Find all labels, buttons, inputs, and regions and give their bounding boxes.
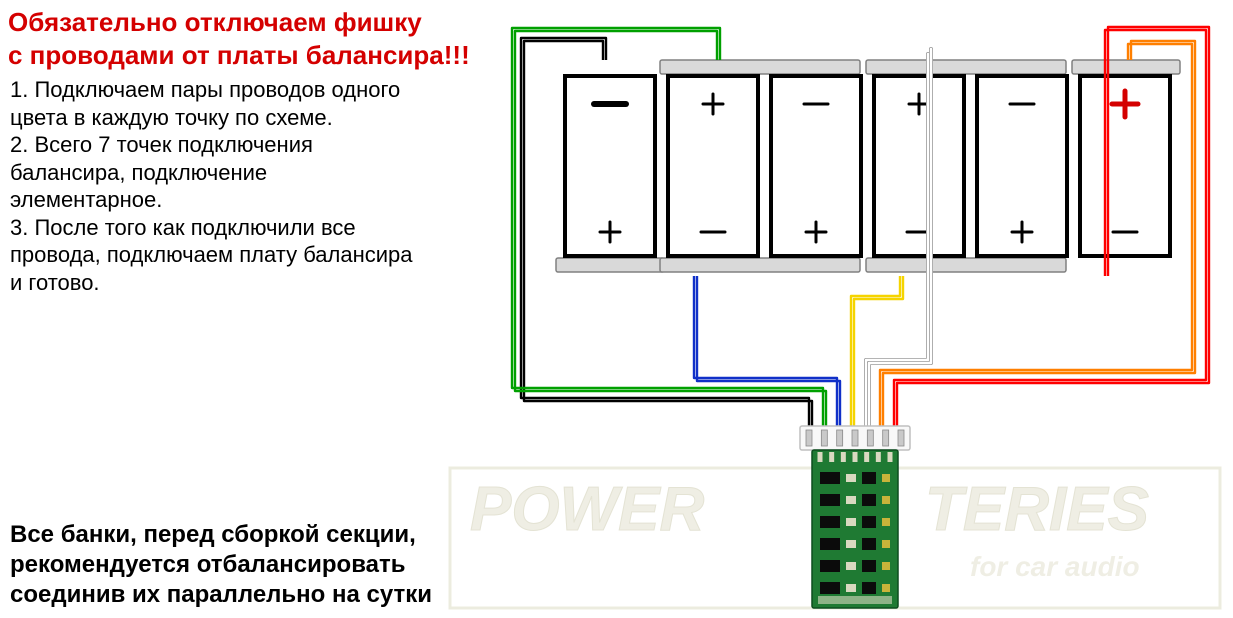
bottom-note: Все банки, перед сборкой секции,рекоменд… (10, 520, 432, 610)
warning-text: Обязательно отключаем фишкус проводами о… (8, 6, 470, 71)
steps-text: 1. Подключаем пары проводов одногоцвета … (10, 76, 413, 296)
